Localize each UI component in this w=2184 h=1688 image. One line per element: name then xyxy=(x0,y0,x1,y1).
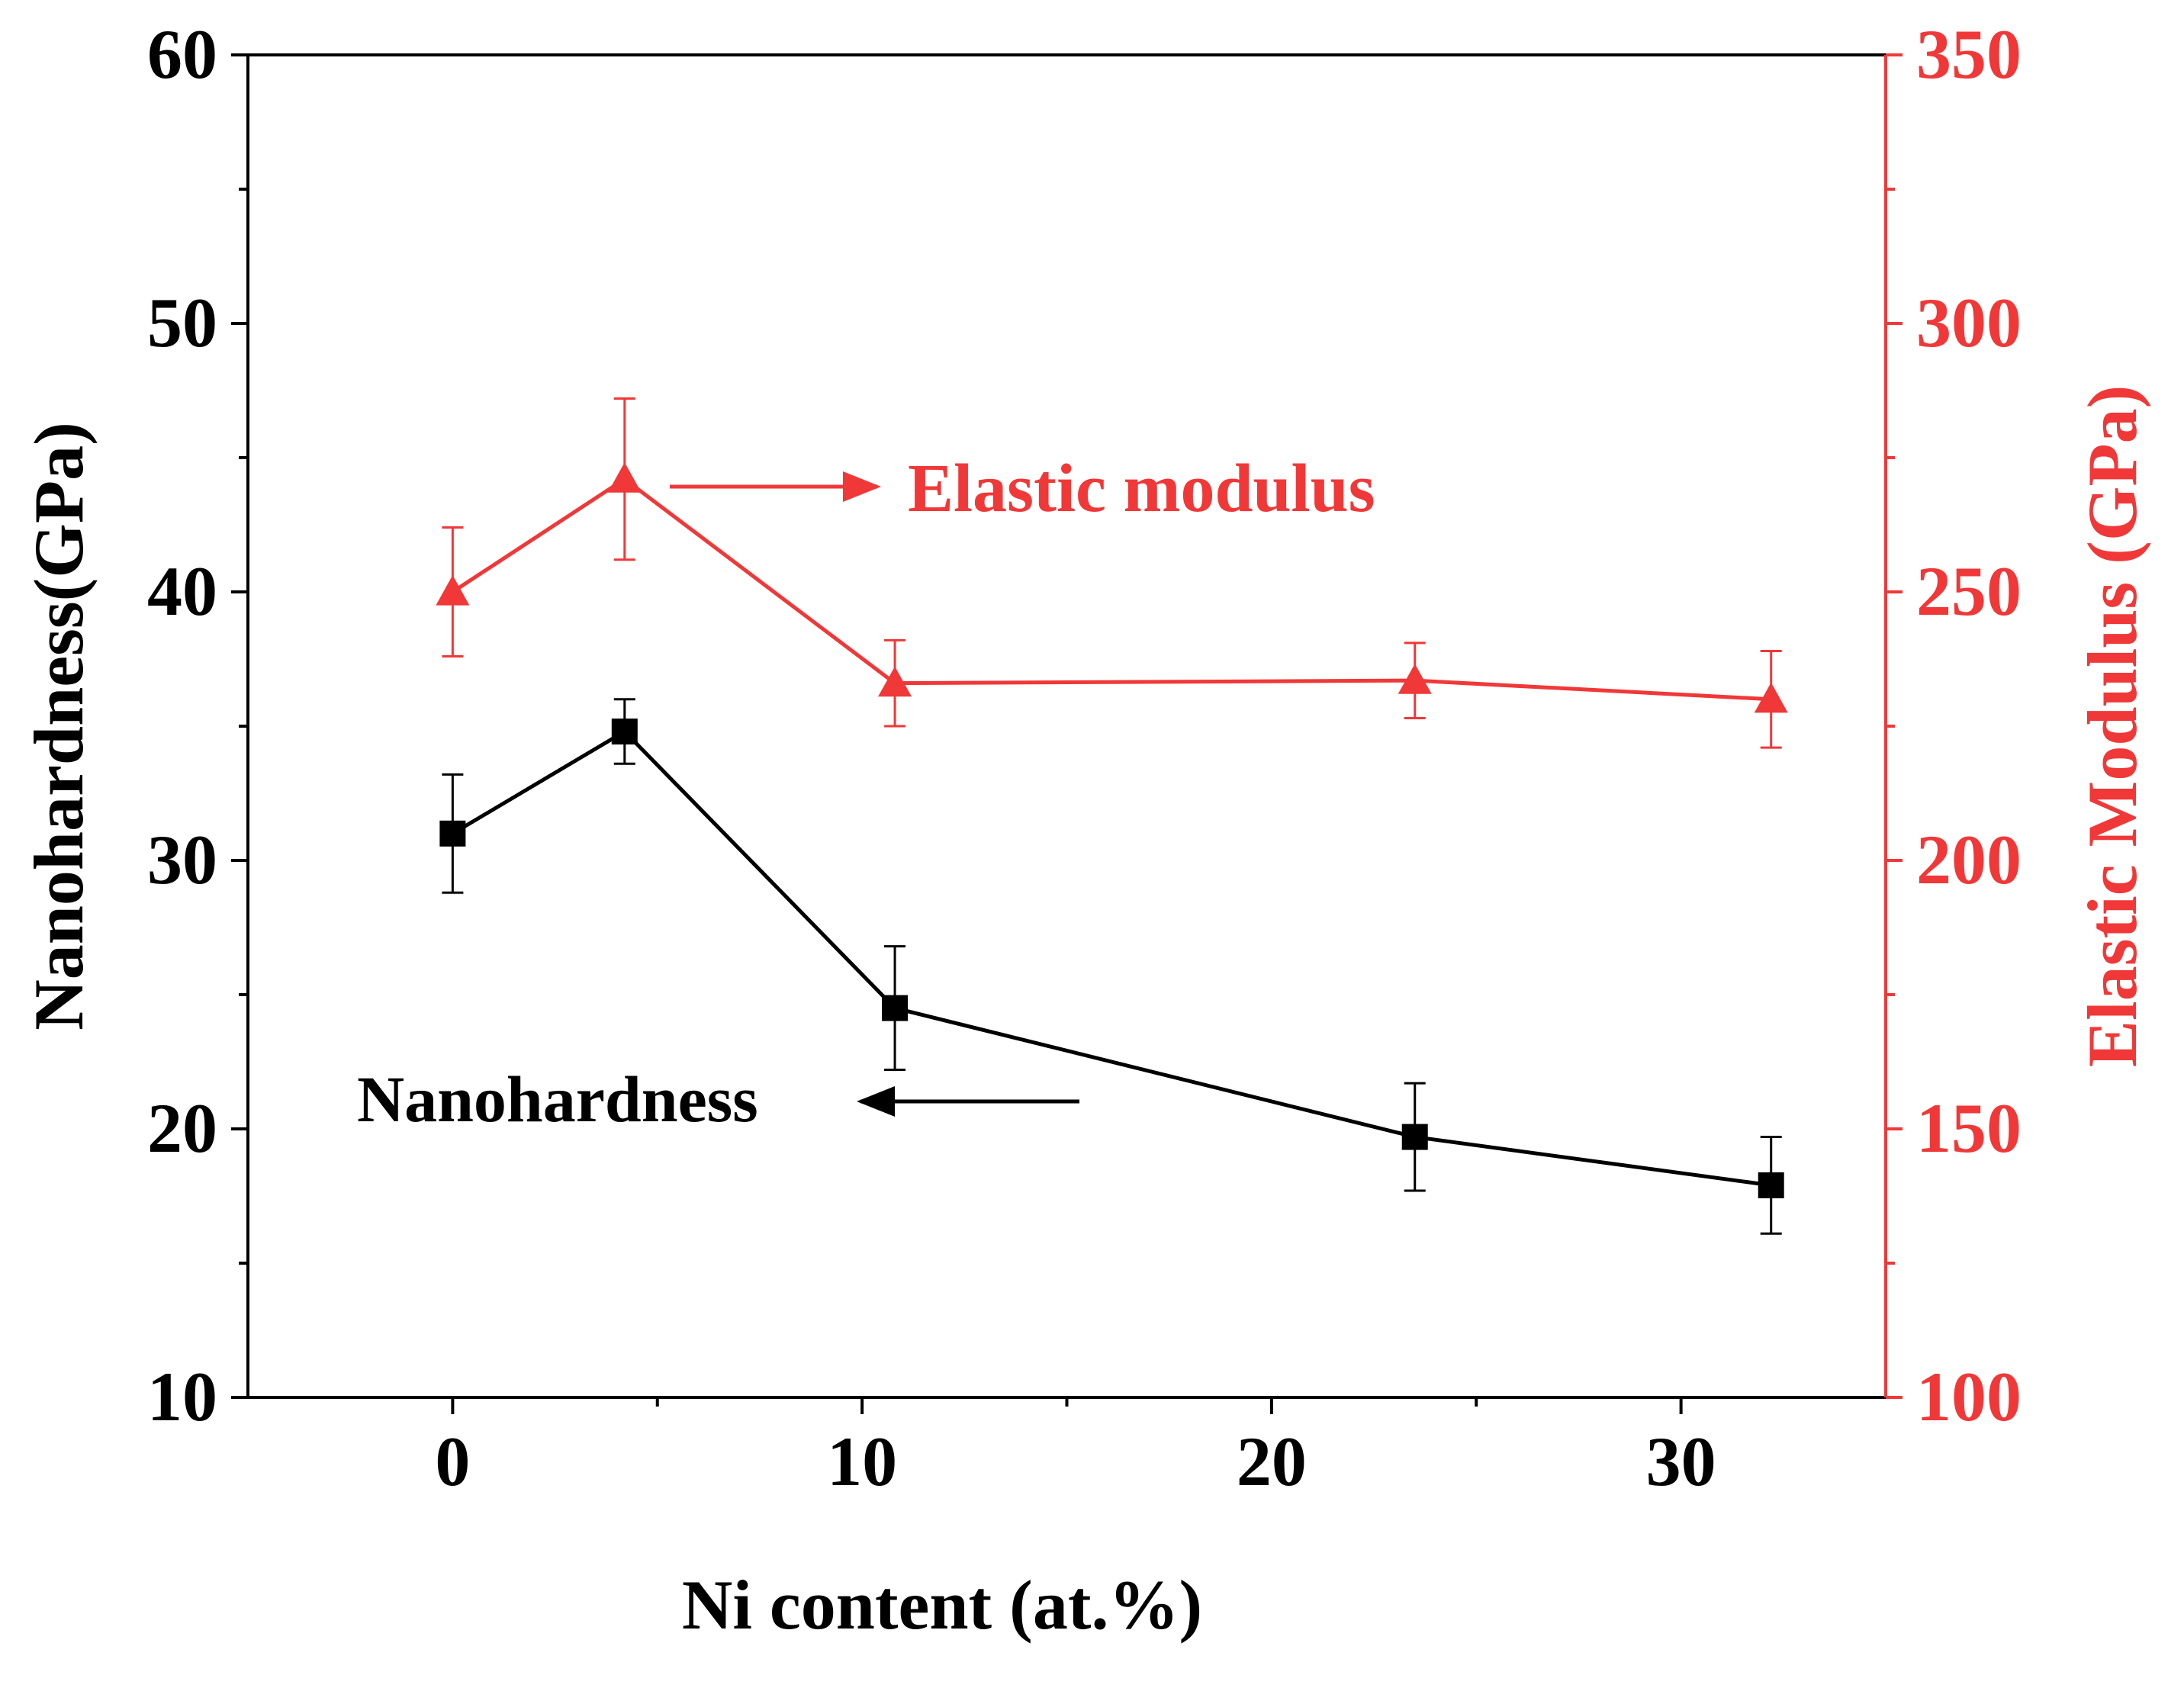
nanohardness-point xyxy=(611,719,638,745)
series-layer xyxy=(436,397,1788,1235)
nanohardness-annotation: Nanohardness xyxy=(357,1063,758,1136)
x-tick-label: 0 xyxy=(435,1423,470,1500)
y-left-tick-label: 10 xyxy=(147,1358,217,1436)
elastic-modulus-annotation: Elastic modulus xyxy=(908,451,1375,526)
x-tick-label: 20 xyxy=(1237,1423,1307,1500)
elastic-modulus-point xyxy=(436,575,470,606)
ticks-layer: 0 10 20 30 10 20 30 40 50 60 100 150 200 250 300 350 xyxy=(147,15,2022,1500)
y-left-tick-label: 30 xyxy=(147,821,217,899)
y-left-tick-label: 40 xyxy=(147,552,217,630)
nanohardness-point xyxy=(1401,1124,1428,1150)
nanohardness-point xyxy=(439,820,466,847)
y-left-tick-label: 50 xyxy=(147,284,217,362)
x-tick-label: 30 xyxy=(1646,1423,1716,1500)
y-left-tick-label: 20 xyxy=(147,1089,217,1167)
nanohardness-point xyxy=(1758,1172,1784,1198)
y-right-tick-label: 200 xyxy=(1916,821,2022,899)
y-right-tick-label: 350 xyxy=(1916,15,2022,93)
y-right-tick-label: 250 xyxy=(1916,552,2022,630)
x-axis-title: Ni content (at.%) xyxy=(682,1566,1202,1644)
nanohardness-point xyxy=(882,995,909,1021)
y-right-tick-label: 100 xyxy=(1916,1358,2022,1436)
y-left-tick-label: 60 xyxy=(147,15,217,93)
x-tick-label: 10 xyxy=(827,1423,897,1500)
y-axis-right-title: Elastic Modulus (GPa) xyxy=(2073,385,2151,1067)
y-right-tick-label: 300 xyxy=(1916,284,2022,362)
elastic-modulus-point xyxy=(1754,682,1788,713)
elastic-modulus-point xyxy=(607,462,642,493)
y-right-tick-label: 150 xyxy=(1916,1089,2022,1167)
y-axis-left-title: Nanohardness(GPa) xyxy=(20,422,98,1030)
elastic-modulus-point xyxy=(878,666,912,697)
elastic-modulus-point xyxy=(1398,664,1432,694)
